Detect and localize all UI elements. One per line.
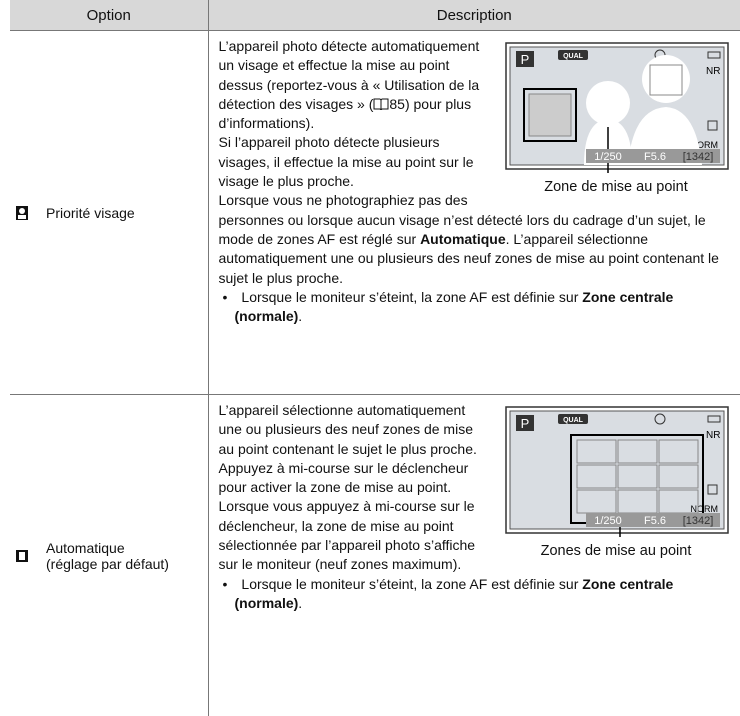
page-ref: 85 <box>389 95 405 112</box>
paragraph: L’appareil photo détecte automatiquement… <box>219 37 735 133</box>
option-label: Automatique (réglage par défaut) <box>46 540 169 572</box>
option: Automatique (réglage par défaut) <box>10 540 208 572</box>
battery-icon <box>707 51 721 59</box>
focus-zone <box>617 464 658 489</box>
header-cell: Description <box>207 0 740 31</box>
qual-label: QUAL <box>563 417 584 424</box>
paragraph: Si l’appareil photo détecte plusieurs vi… <box>219 133 735 191</box>
focus-area <box>523 88 577 142</box>
option-line: Automatique <box>46 539 125 556</box>
bullet-item: • Lorsque le moniteur s’éteint, la zone … <box>219 575 735 614</box>
nr-label: NR <box>706 66 720 77</box>
option-label: Priorité visage <box>46 205 135 221</box>
battery-icon <box>707 415 721 423</box>
bold-run: Zone centrale (normale) <box>234 288 674 325</box>
focus-zone <box>617 439 658 464</box>
info-bar <box>586 149 720 163</box>
text-run: Si l’appareil photo détecte plusieurs vi… <box>218 134 474 190</box>
norm-label: NORM <box>691 140 719 150</box>
description-cell: P QUAL NR NORM 1/250 F5.6 [1342] Zone de mise a… <box>207 30 740 395</box>
text-run: L’appareil sélectionne automatiquement u… <box>218 402 477 457</box>
info-bar <box>586 513 720 527</box>
focus-inner <box>528 93 572 137</box>
text-run: Lorsque vous appuyez à mi-course sur le … <box>218 498 476 573</box>
description: P QUAL NR NORM 1/250 F5.6 [1342] Zones de mise … <box>209 395 740 613</box>
figure-caption: Zones de mise au point <box>540 543 692 560</box>
figure-caption: Zone de mise au point <box>544 179 688 196</box>
mode-label: P <box>521 416 530 431</box>
paragraph: Lorsque vous ne photographiez pas des pe… <box>219 191 735 287</box>
mode-icon <box>16 549 28 562</box>
qual-box <box>558 50 588 60</box>
count-label: [1342] <box>683 151 714 163</box>
text-run: ) pour plus d’informations). <box>218 95 472 132</box>
figure: P QUAL NR NORM 1/250 F5.6 [1342] Zones de mise … <box>498 405 734 562</box>
camera-screen: P QUAL NR NORM 1/250 F5.6 [1342] <box>505 42 729 173</box>
shutter-label: 1/250 <box>594 515 622 527</box>
option-line: (réglage par défaut) <box>46 555 169 572</box>
description-cell: P QUAL NR NORM 1/250 F5.6 [1342] Zones de mise … <box>207 394 740 716</box>
aperture-label: F5.6 <box>644 151 666 163</box>
norm-label: NORM <box>691 504 719 514</box>
bullet-dot: • <box>222 575 242 592</box>
face-frame <box>649 64 683 96</box>
text-run: . <box>298 308 303 325</box>
option-cell: Automatique (réglage par défaut) <box>10 394 208 716</box>
text-run: Lorsque le moniteur s’éteint, la zone AF… <box>241 575 583 592</box>
person-head <box>642 55 690 103</box>
metering-icon <box>707 484 718 495</box>
nr-label: NR <box>706 430 720 441</box>
camera-screen: P QUAL NR NORM 1/250 F5.6 [1342] <box>505 406 729 537</box>
paragraph: L’appareil sélectionne automatiquement u… <box>219 401 735 459</box>
aperture-label: F5.6 <box>644 515 666 527</box>
mode-label: P <box>521 52 530 67</box>
option-line: Priorité visage <box>46 204 135 221</box>
description: P QUAL NR NORM 1/250 F5.6 [1342] Zone de mise a… <box>209 31 740 326</box>
book-icon <box>373 98 389 111</box>
mode-icon <box>16 205 28 220</box>
paragraph: Appuyez à mi-course sur le déclencheur p… <box>219 459 735 498</box>
qual-label: QUAL <box>563 53 584 60</box>
option: Priorité visage <box>10 205 208 221</box>
header-cell: Option <box>10 0 208 31</box>
paragraph: Lorsque vous appuyez à mi-course sur le … <box>219 497 735 574</box>
focus-zone <box>658 439 699 464</box>
metering-icon <box>707 120 718 131</box>
focus-zone <box>658 464 699 489</box>
bullet-item: • Lorsque le moniteur s’éteint, la zone … <box>219 288 735 327</box>
text-run: . L’appareil sélectionne automatiquement… <box>218 230 719 286</box>
text-run: . <box>298 594 303 611</box>
bold-run: Automatique <box>420 230 506 247</box>
mode-box <box>516 51 534 67</box>
bold-run: Zone centrale (normale) <box>234 575 674 611</box>
text-run: L’appareil photo détecte automatiquement… <box>218 38 480 112</box>
focus-zone <box>576 439 617 464</box>
focus-zone <box>576 464 617 489</box>
count-label: [1342] <box>683 515 714 527</box>
header-row: Option Description <box>10 0 740 31</box>
mode-box <box>516 415 534 431</box>
bullet-dot: • <box>222 288 242 305</box>
shutter-label: 1/250 <box>594 151 622 163</box>
option-cell: Priorité visage <box>10 30 208 395</box>
person-head <box>586 81 630 125</box>
option-table: Option Description Priorité visage P QUAL N… <box>10 0 740 716</box>
table-row: Automatique (réglage par défaut) P QUAL NR NO… <box>10 394 740 716</box>
text-run: Lorsque vous ne photographiez pas des pe… <box>218 192 706 247</box>
flash-icon <box>654 413 666 425</box>
figure: P QUAL NR NORM 1/250 F5.6 [1342] Zone de mise a… <box>498 41 734 198</box>
text-run: Appuyez à mi-course sur le déclencheur p… <box>218 459 469 496</box>
screen-inner <box>509 410 725 530</box>
text-run: Lorsque le moniteur s’éteint, la zone AF… <box>241 288 583 305</box>
table-row: Priorité visage P QUAL NR NORM 1/250 F5.6 [1342… <box>10 30 740 395</box>
qual-box <box>558 414 588 424</box>
